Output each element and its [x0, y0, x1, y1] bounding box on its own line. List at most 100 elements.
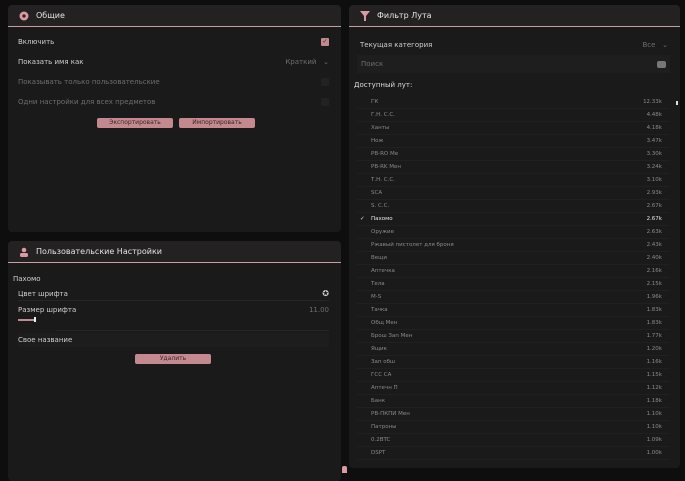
show-name-row: Показать имя как Краткий ⌄ — [18, 55, 329, 69]
font-color-row: Цвет шрифта ✪ — [18, 287, 329, 301]
loot-item[interactable]: Т.Н. С.С. 3.10k — [357, 174, 670, 187]
loot-item[interactable]: Ящик 1.20k — [357, 343, 670, 356]
loot-item-value: 2.63k — [646, 229, 662, 235]
category-dropdown[interactable]: Все ⌄ — [642, 41, 668, 49]
custom-name-input[interactable]: Свое название — [18, 333, 329, 347]
scrollbar[interactable] — [676, 101, 678, 105]
same-settings-label: Одни настройки для всех предметов — [18, 98, 156, 106]
loot-item-name: 0.2BTC — [371, 437, 391, 443]
loot-item-name: Ханты — [371, 125, 390, 131]
loot-item[interactable]: Ханты 4.18k — [357, 122, 670, 135]
enable-checkbox[interactable]: ✓ — [321, 38, 329, 46]
export-button[interactable]: Экспортировать — [97, 118, 173, 128]
available-loot-label: Доступный лут: — [354, 81, 413, 89]
loot-item[interactable]: Аптечка 2.16k — [357, 265, 670, 278]
loot-item[interactable]: Патроны 1.10k — [357, 421, 670, 434]
loot-item-name: Аптечка — [371, 268, 395, 274]
loot-item-value: 1.18k — [646, 398, 662, 404]
loot-item[interactable]: Ржавый пистолет для броня 2.43k — [357, 239, 670, 252]
loot-item[interactable]: Тела 2.15k — [357, 278, 670, 291]
checkmark-icon: ✓ — [360, 216, 365, 222]
loot-item[interactable]: Нож 3.47k — [357, 135, 670, 148]
loot-item-name: Оружие — [371, 229, 394, 235]
search-placeholder: Поиск — [361, 60, 384, 68]
loot-item-name: Патроны — [371, 424, 397, 430]
loot-item[interactable]: PB-ПКПИ Мен 1.10k — [357, 408, 670, 421]
gear-icon — [19, 11, 29, 20]
loot-item[interactable]: Вещи 2.40k — [357, 252, 670, 265]
general-header: Общие — [8, 5, 341, 27]
loot-item[interactable]: Банк 1.18k — [357, 395, 670, 408]
only-custom-row[interactable]: Показывать только пользовательские — [18, 75, 329, 89]
category-value: Все — [642, 41, 656, 49]
loot-item-name: Пахомо — [371, 216, 393, 222]
show-name-dropdown[interactable]: Краткий ⌄ — [285, 58, 329, 66]
loot-item-value: 1.00k — [646, 450, 662, 456]
loot-item[interactable]: S. C.C. 2.67k — [357, 200, 670, 213]
loot-item-value: 3.30k — [646, 151, 662, 157]
search-input[interactable]: Поиск — [357, 55, 670, 73]
loot-item[interactable]: M-S 1.96k — [357, 291, 670, 304]
loot-item[interactable]: Общ Мен 1.83k — [357, 317, 670, 330]
chevron-down-icon: ⌄ — [323, 58, 329, 66]
loot-item-value: 1.83k — [646, 307, 662, 313]
loot-item-name: Общ Мен — [371, 320, 398, 326]
loot-item[interactable]: Г.Н. С.С. 4.48k — [357, 109, 670, 122]
only-custom-checkbox[interactable] — [321, 78, 329, 86]
same-settings-checkbox[interactable] — [321, 98, 329, 106]
loot-item[interactable]: ✓ Пахомо 2.67k — [357, 213, 670, 226]
loot-item-name: Тела — [371, 281, 385, 287]
loot-item[interactable]: ГК 12.33k — [357, 96, 670, 109]
same-settings-row[interactable]: Одни настройки для всех предметов — [18, 95, 329, 109]
loot-item[interactable]: Аптечн П 1.12k — [357, 382, 670, 395]
loot-item-value: 1.20k — [646, 346, 662, 352]
slider-handle[interactable] — [34, 317, 36, 322]
font-color-label: Цвет шрифта — [18, 289, 68, 298]
loot-item[interactable]: ГСС СА 1.15k — [357, 369, 670, 382]
loot-item-value: 2.16k — [646, 268, 662, 274]
loot-item-value: 4.18k — [646, 125, 662, 131]
loot-item-value: 2.93k — [646, 190, 662, 196]
user-settings-icon — [20, 247, 28, 257]
custom-header: Пользовательские Настройки — [8, 241, 341, 263]
loot-item[interactable]: PB-RK Мен 3.24k — [357, 161, 670, 174]
loot-item-name: PB-RK Мен — [371, 164, 401, 170]
loot-item-value: 3.10k — [646, 177, 662, 183]
loot-item-name: Брош Зап Мен — [371, 333, 413, 339]
delete-button[interactable]: Удалить — [135, 354, 211, 364]
loot-item[interactable]: Брош Зап Мен 1.77k — [357, 330, 670, 343]
loot-item-value: 12.33k — [643, 99, 662, 105]
font-size-slider[interactable] — [18, 317, 36, 322]
loot-item-name: PB-ПКПИ Мен — [371, 411, 410, 417]
search-toggle-icon[interactable] — [657, 60, 666, 68]
loot-item-name: SCA — [371, 190, 383, 196]
loot-item[interactable]: Зап обш 1.16k — [357, 356, 670, 369]
enable-row[interactable]: Включить ✓ — [18, 35, 329, 49]
loot-item[interactable]: SCA 2.93k — [357, 187, 670, 200]
loot-item[interactable]: DSPT 1.00k — [357, 447, 670, 460]
loot-item-value: 2.40k — [646, 255, 662, 261]
loot-item-value: 1.77k — [646, 333, 662, 339]
loot-item-name: Тачка — [371, 307, 388, 313]
import-button[interactable]: Импортировать — [179, 118, 255, 128]
loot-filter-header: Фильтр Лута — [349, 5, 680, 27]
loot-filter-title: Фильтр Лута — [377, 11, 432, 20]
loot-item[interactable]: 0.2BTC 1.09k — [357, 434, 670, 447]
loot-item[interactable]: PB-RO Me 3.30k — [357, 148, 670, 161]
loot-item-name: M-S — [371, 294, 382, 300]
loot-item-name: DSPT — [371, 450, 386, 456]
category-label: Текущая категория — [360, 41, 433, 49]
loot-item[interactable]: Тачка 1.83k — [357, 304, 670, 317]
loot-item-name: ГСС СА — [371, 372, 392, 378]
loot-filter-panel: Фильтр Лута Текущая категория Все ⌄ Поиск… — [349, 5, 680, 468]
loot-item-name: Банк — [371, 398, 386, 404]
custom-title: Пользовательские Настройки — [36, 247, 162, 256]
resize-handle[interactable] — [342, 466, 347, 473]
loot-item-name: S. C.C. — [371, 203, 390, 209]
font-size-row: Размер шрифта 11.00 — [18, 303, 329, 317]
loot-item[interactable]: Оружие 2.63k — [357, 226, 670, 239]
color-picker-icon[interactable]: ✪ — [322, 289, 329, 298]
loot-item-value: 1.09k — [646, 437, 662, 443]
loot-item-value: 3.47k — [646, 138, 662, 144]
loot-item-name: Аптечн П — [371, 385, 398, 391]
